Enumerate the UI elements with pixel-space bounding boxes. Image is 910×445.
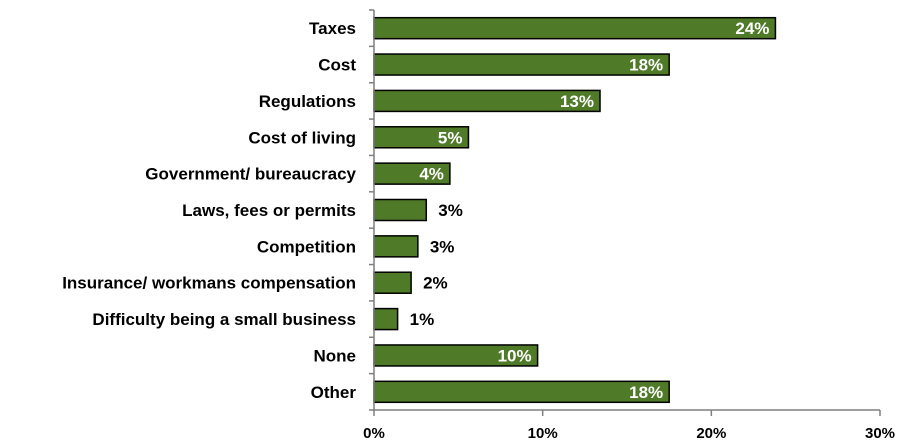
data-label: 3% [430, 237, 455, 256]
bar-6 [373, 235, 419, 258]
axes-group: 0% 10% 20% 30% [363, 9, 895, 442]
bar-0 [373, 16, 777, 40]
category-label: None [314, 346, 357, 365]
data-label: 5% [438, 128, 463, 147]
x-tick-label: 10% [528, 425, 558, 442]
data-label: 2% [423, 274, 448, 293]
x-tick-label: 20% [696, 425, 726, 442]
category-label: Taxes [309, 19, 356, 38]
data-label: 13% [560, 92, 594, 111]
bar-7 [373, 271, 412, 294]
data-label: 10% [498, 346, 532, 365]
category-label: Difficulty being a small business [92, 310, 356, 329]
category-label: Other [311, 383, 357, 402]
category-label: Government/ bureaucracy [145, 165, 356, 184]
data-label: 18% [629, 56, 663, 75]
data-label: 24% [735, 19, 769, 38]
data-label: 3% [438, 201, 463, 220]
category-label: Insurance/ workmans compensation [62, 274, 356, 293]
data-label: 4% [419, 165, 444, 184]
category-label: Laws, fees or permits [182, 201, 356, 220]
category-label: Regulations [259, 92, 356, 111]
x-tick-label: 0% [363, 425, 385, 442]
bar-10 [373, 380, 670, 404]
bars-group: Taxes 24% Cost 18% Regulations 13% Cost of liv… [62, 16, 777, 404]
x-tick-label: 30% [865, 425, 895, 442]
data-label: 18% [629, 383, 663, 402]
bar-5 [373, 198, 428, 222]
bar-1 [373, 53, 670, 76]
category-label: Cost [318, 56, 356, 75]
category-label: Cost of living [248, 128, 356, 147]
data-label: 1% [410, 310, 435, 329]
category-label: Competition [257, 237, 356, 256]
bar-8 [373, 307, 399, 331]
